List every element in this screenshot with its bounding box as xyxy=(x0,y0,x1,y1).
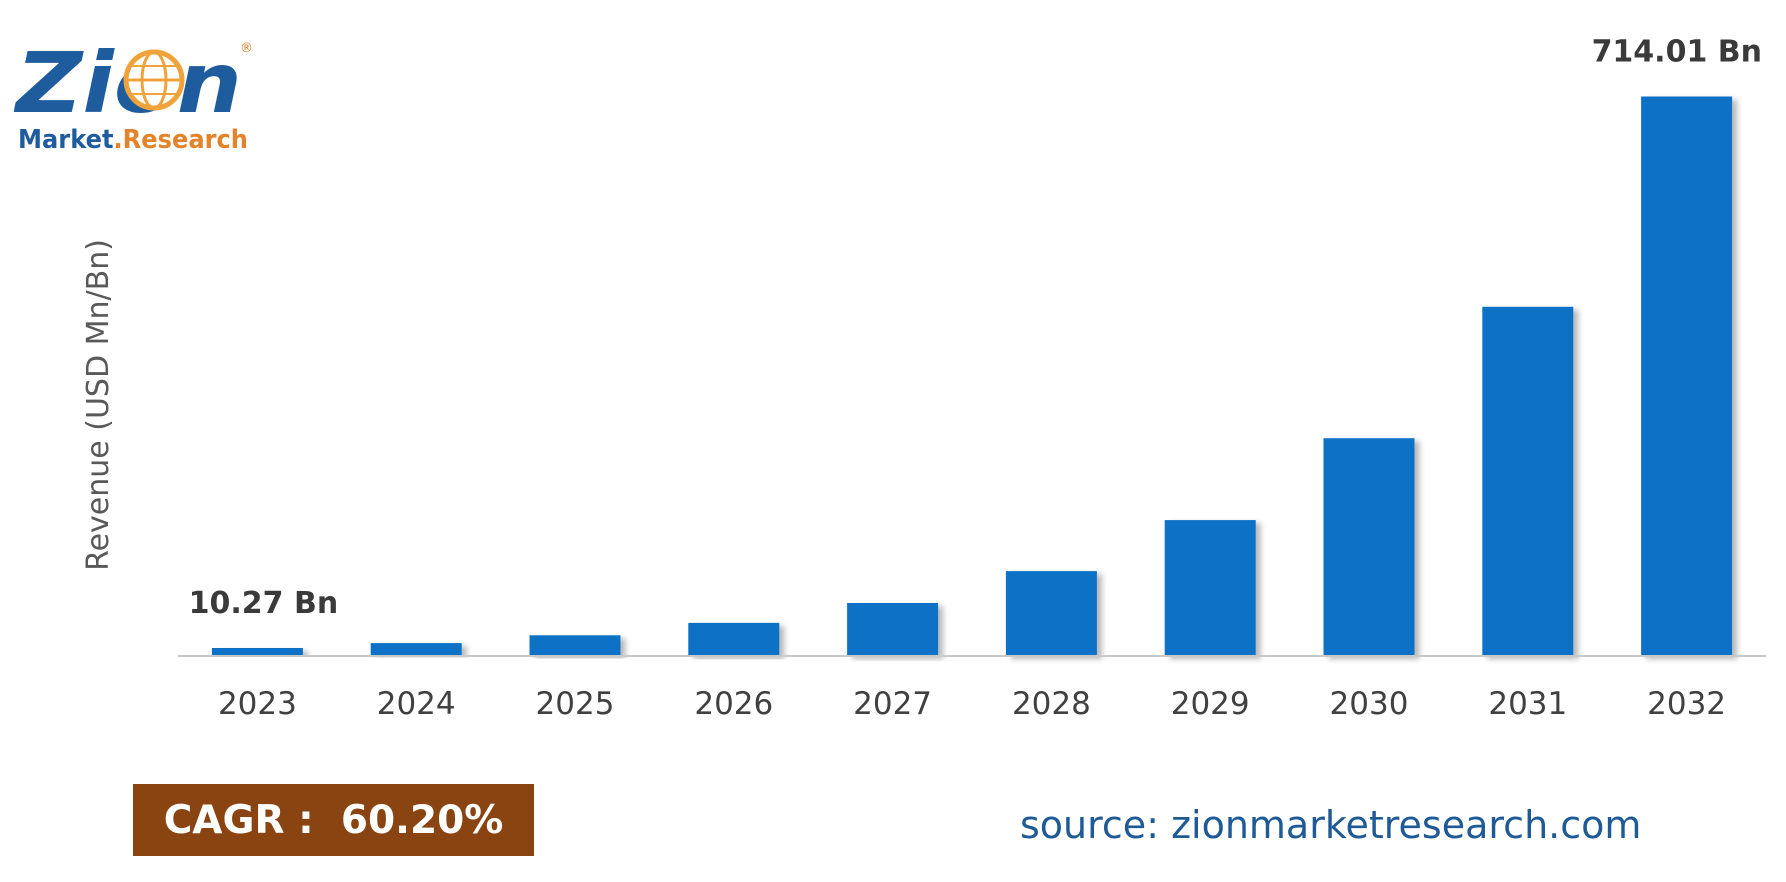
x-axis-tick-labels: 2023 2024 2025 2026 2027 2028 2029 2030 2031 2032 xyxy=(218,686,1726,722)
logo-registered-mark: ® xyxy=(240,41,253,56)
bar-2026 xyxy=(688,622,780,656)
data-label-2023: 10.27 Bn xyxy=(189,586,339,621)
bar-series xyxy=(211,96,1733,656)
logo-tagline: Market.Research xyxy=(18,125,248,155)
x-tick-label-2026: 2026 xyxy=(694,686,773,722)
data-label-2032: 714.01 Bn xyxy=(1592,35,1762,70)
logo-tagline-dot: . xyxy=(113,125,122,155)
bar-2032 xyxy=(1641,96,1733,656)
logo-tagline-research: Research xyxy=(123,125,248,155)
x-tick-label-2031: 2031 xyxy=(1488,686,1567,722)
x-tick-label-2027: 2027 xyxy=(853,686,932,722)
bar-2030 xyxy=(1323,438,1415,656)
x-tick-label-2030: 2030 xyxy=(1330,686,1409,722)
cagr-badge: CAGR : 60.20% xyxy=(133,784,534,856)
source-credit: source: zionmarketresearch.com xyxy=(1020,803,1642,847)
globe-icon xyxy=(123,49,185,111)
bar-2027 xyxy=(847,603,939,656)
revenue-bar-chart: Revenue (USD Mn/Bn) 2023 2024 2025 2026 2027… xyxy=(81,35,1766,722)
bar-2023 xyxy=(211,648,303,656)
y-axis-label: Revenue (USD Mn/Bn) xyxy=(81,239,116,571)
x-tick-label-2029: 2029 xyxy=(1171,686,1250,722)
bar-2028 xyxy=(1005,571,1097,656)
x-tick-label-2025: 2025 xyxy=(536,686,615,722)
x-tick-label-2024: 2024 xyxy=(377,686,456,722)
x-tick-label-2028: 2028 xyxy=(1012,686,1091,722)
bar-2025 xyxy=(529,635,621,656)
data-labels: 10.27 Bn 714.01 Bn xyxy=(189,35,1762,622)
bar-2029 xyxy=(1164,520,1256,656)
zion-market-research-logo: Zion ® Market.Research xyxy=(14,34,253,155)
bar-2031 xyxy=(1482,306,1574,656)
x-tick-label-2023: 2023 xyxy=(218,686,297,722)
x-tick-label-2032: 2032 xyxy=(1647,686,1726,722)
logo-tagline-market: Market xyxy=(18,125,113,155)
bar-2024 xyxy=(370,643,462,656)
